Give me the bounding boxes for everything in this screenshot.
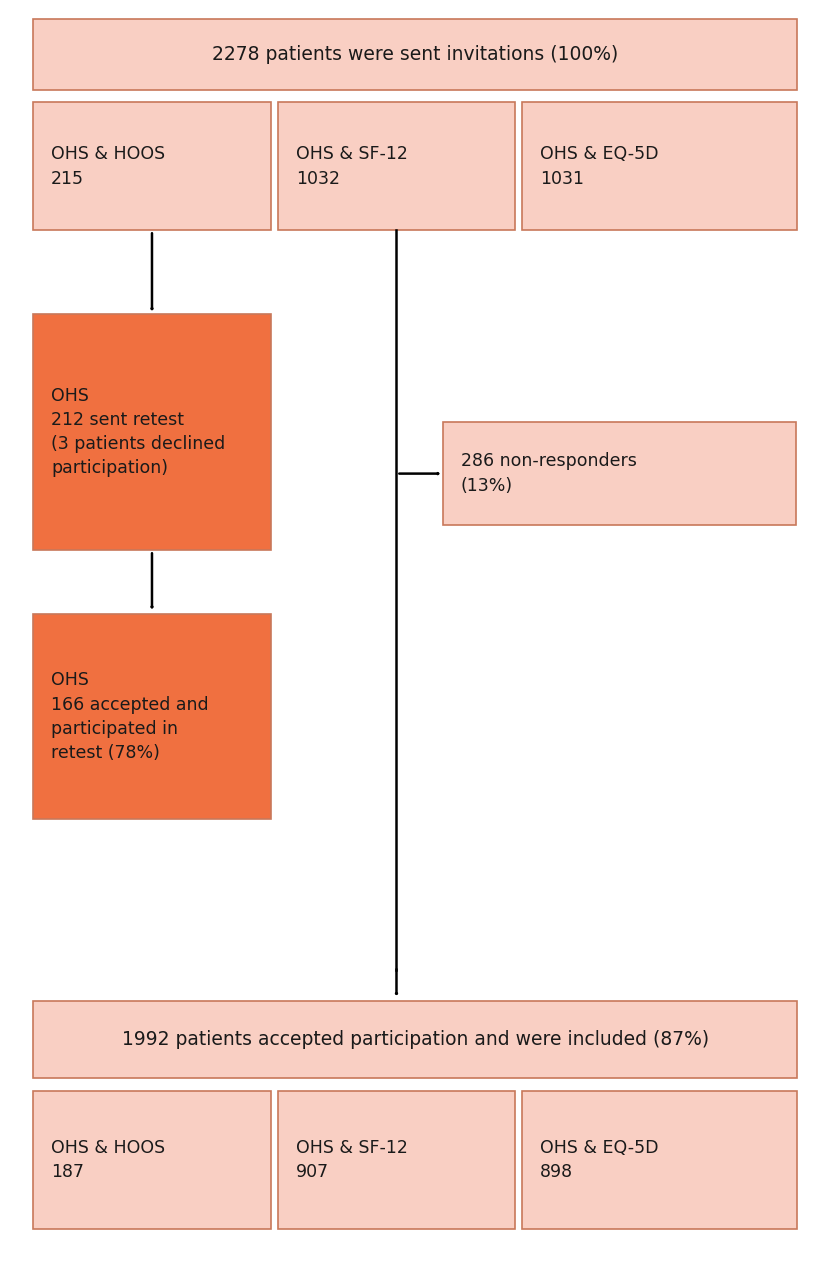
FancyBboxPatch shape <box>33 1091 271 1229</box>
FancyBboxPatch shape <box>33 314 271 550</box>
Text: 1992 patients accepted participation and were included (87%): 1992 patients accepted participation and… <box>121 1030 709 1048</box>
FancyBboxPatch shape <box>522 102 797 230</box>
FancyBboxPatch shape <box>443 422 796 525</box>
Text: OHS
166 accepted and
participated in
retest (78%): OHS 166 accepted and participated in ret… <box>51 671 209 763</box>
Text: OHS & HOOS
215: OHS & HOOS 215 <box>51 145 165 188</box>
FancyBboxPatch shape <box>278 102 515 230</box>
FancyBboxPatch shape <box>33 614 271 819</box>
Text: OHS & HOOS
187: OHS & HOOS 187 <box>51 1138 165 1181</box>
Text: OHS
212 sent retest
(3 patients declined
participation): OHS 212 sent retest (3 patients declined… <box>51 387 225 477</box>
Text: 286 non-responders
(13%): 286 non-responders (13%) <box>461 452 637 495</box>
FancyBboxPatch shape <box>33 19 797 90</box>
Text: OHS & EQ-5D
1031: OHS & EQ-5D 1031 <box>540 145 658 188</box>
Text: OHS & SF-12
907: OHS & SF-12 907 <box>296 1138 407 1181</box>
Text: OHS & SF-12
1032: OHS & SF-12 1032 <box>296 145 407 188</box>
FancyBboxPatch shape <box>33 102 271 230</box>
FancyBboxPatch shape <box>33 1001 797 1078</box>
Text: OHS & EQ-5D
898: OHS & EQ-5D 898 <box>540 1138 658 1181</box>
Text: 2278 patients were sent invitations (100%): 2278 patients were sent invitations (100… <box>212 45 618 64</box>
FancyBboxPatch shape <box>278 1091 515 1229</box>
FancyBboxPatch shape <box>522 1091 797 1229</box>
